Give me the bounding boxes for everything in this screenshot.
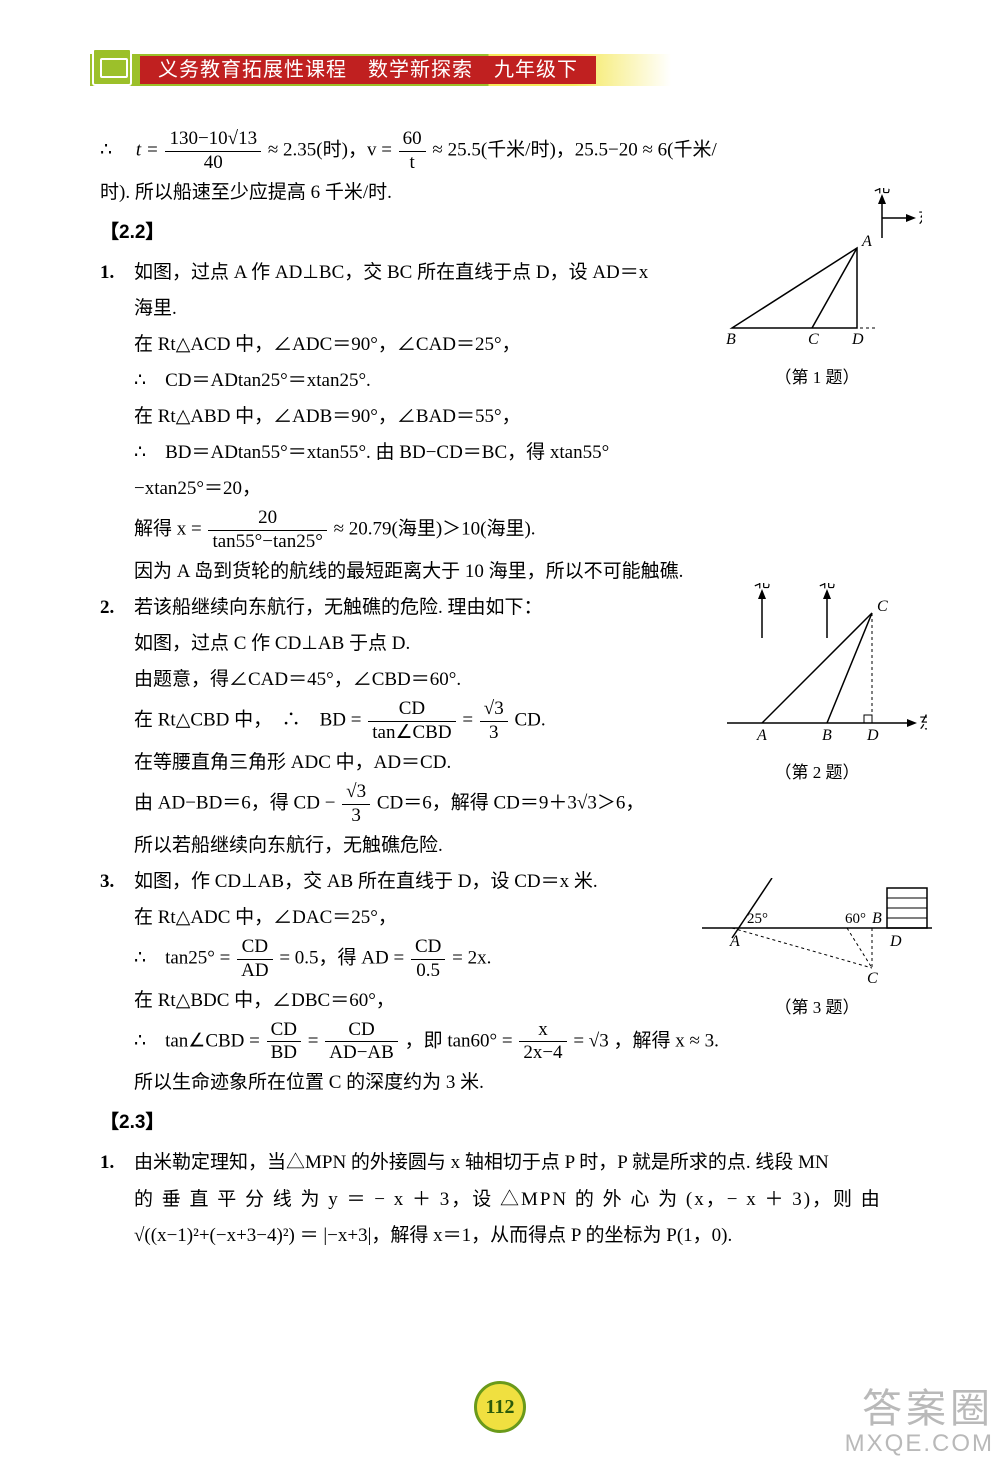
frag-post: ≈ 25.5(千米/时)，25.5−20 ≈ 6(千米/ (432, 140, 716, 161)
svg-text:D: D (866, 727, 879, 744)
page: 义务教育拓展性课程 数学新探索 九年级下 ∴ t = 130−10√13 40 … (0, 0, 1000, 1463)
page-number: 112 (474, 1381, 526, 1433)
svg-text:C: C (808, 331, 819, 348)
figure-3-svg: 25° 60° A B D C (702, 878, 932, 988)
svg-text:D: D (851, 331, 864, 348)
book-icon (92, 48, 132, 86)
figure-1-label: （第 1 题） (702, 362, 932, 394)
frac: 130−10√13 40 (165, 128, 261, 175)
figure-1: 北 东 A B C D （第 1 题） (702, 188, 932, 394)
svg-text:A: A (756, 727, 767, 744)
q1-l5: 在 Rt△ABD 中，∠ADB＝90°，∠BAD＝55°， (100, 399, 920, 435)
header-title: 义务教育拓展性课程 数学新探索 九年级下 (140, 56, 596, 84)
svg-text:北: 北 (754, 583, 770, 591)
q23-1-l2: 的 垂 直 平 分 线 为 y ＝ − x ＋ 3，设 △MPN 的 外 心 为… (100, 1182, 920, 1218)
figure-2-svg: 北 北 东 C A B D (707, 583, 927, 753)
svg-text:A: A (729, 933, 740, 950)
svg-text:北: 北 (819, 583, 835, 591)
svg-text:60°: 60° (845, 911, 866, 927)
q23-1-l1: 1.由米勒定理知，当△MPN 的外接圆与 x 轴相切于点 P 时，P 就是所求的… (100, 1145, 920, 1181)
content: ∴ t = 130−10√13 40 ≈ 2.35(时)，v = 60 t ≈ … (100, 128, 920, 1254)
figure-2: 北 北 东 C A B D （第 2 题） (702, 583, 932, 789)
frag-line1: ∴ t = 130−10√13 40 ≈ 2.35(时)，v = 60 t ≈ … (100, 128, 920, 175)
svg-text:A: A (861, 233, 872, 250)
q1-l7: −xtan25°＝20， (100, 471, 920, 507)
svg-text:D: D (889, 933, 902, 950)
q2-l7: 所以若船继续向东航行，无触礁危险. (100, 828, 920, 864)
chapter-header: 义务教育拓展性课程 数学新探索 九年级下 (90, 48, 920, 88)
q23-1-l3: √((x−1)²+(−x+3−4)²) ＝ |−x+3|，解得 x＝1，从而得点… (100, 1218, 920, 1254)
svg-text:B: B (726, 331, 736, 348)
watermark-cn: 答案圈 (845, 1387, 994, 1431)
svg-text:东: 东 (918, 209, 922, 227)
svg-text:B: B (872, 910, 882, 927)
svg-text:C: C (877, 598, 888, 615)
frag-pre: ∴ (100, 140, 131, 161)
q1-l6: ∴ BD＝ADtan55°＝xtan55°. 由 BD−CD＝BC，得 xtan… (100, 435, 920, 471)
svg-text:北: 北 (874, 188, 890, 196)
svg-text:25°: 25° (747, 911, 768, 927)
watermark-en: MXQE.COM (845, 1431, 994, 1457)
svg-text:B: B (822, 727, 832, 744)
frag-mid: ≈ 2.35(时)，v = (268, 140, 397, 161)
frac: 60 t (399, 128, 426, 175)
q1-l8: 解得 x = 20tan55°−tan25° ≈ 20.79(海里)＞10(海里… (100, 507, 920, 554)
figure-2-label: （第 2 题） (702, 757, 932, 789)
svg-text:C: C (867, 970, 878, 987)
q3-l6: 所以生命迹象所在位置 C 的深度约为 3 米. (100, 1065, 920, 1101)
q3-l5: ∴ tan∠CBD = CDBD = CDAD−AB ，即 tan60° = x… (100, 1019, 920, 1066)
section-2-3: 【2.3】 (100, 1105, 920, 1141)
figure-1-svg: 北 东 A B C D (712, 188, 922, 358)
svg-text:东: 东 (919, 714, 927, 732)
figure-3: 25° 60° A B D C （第 3 题） (702, 878, 932, 1024)
watermark: 答案圈 MXQE.COM (845, 1387, 994, 1457)
figure-3-label: （第 3 题） (702, 992, 932, 1024)
